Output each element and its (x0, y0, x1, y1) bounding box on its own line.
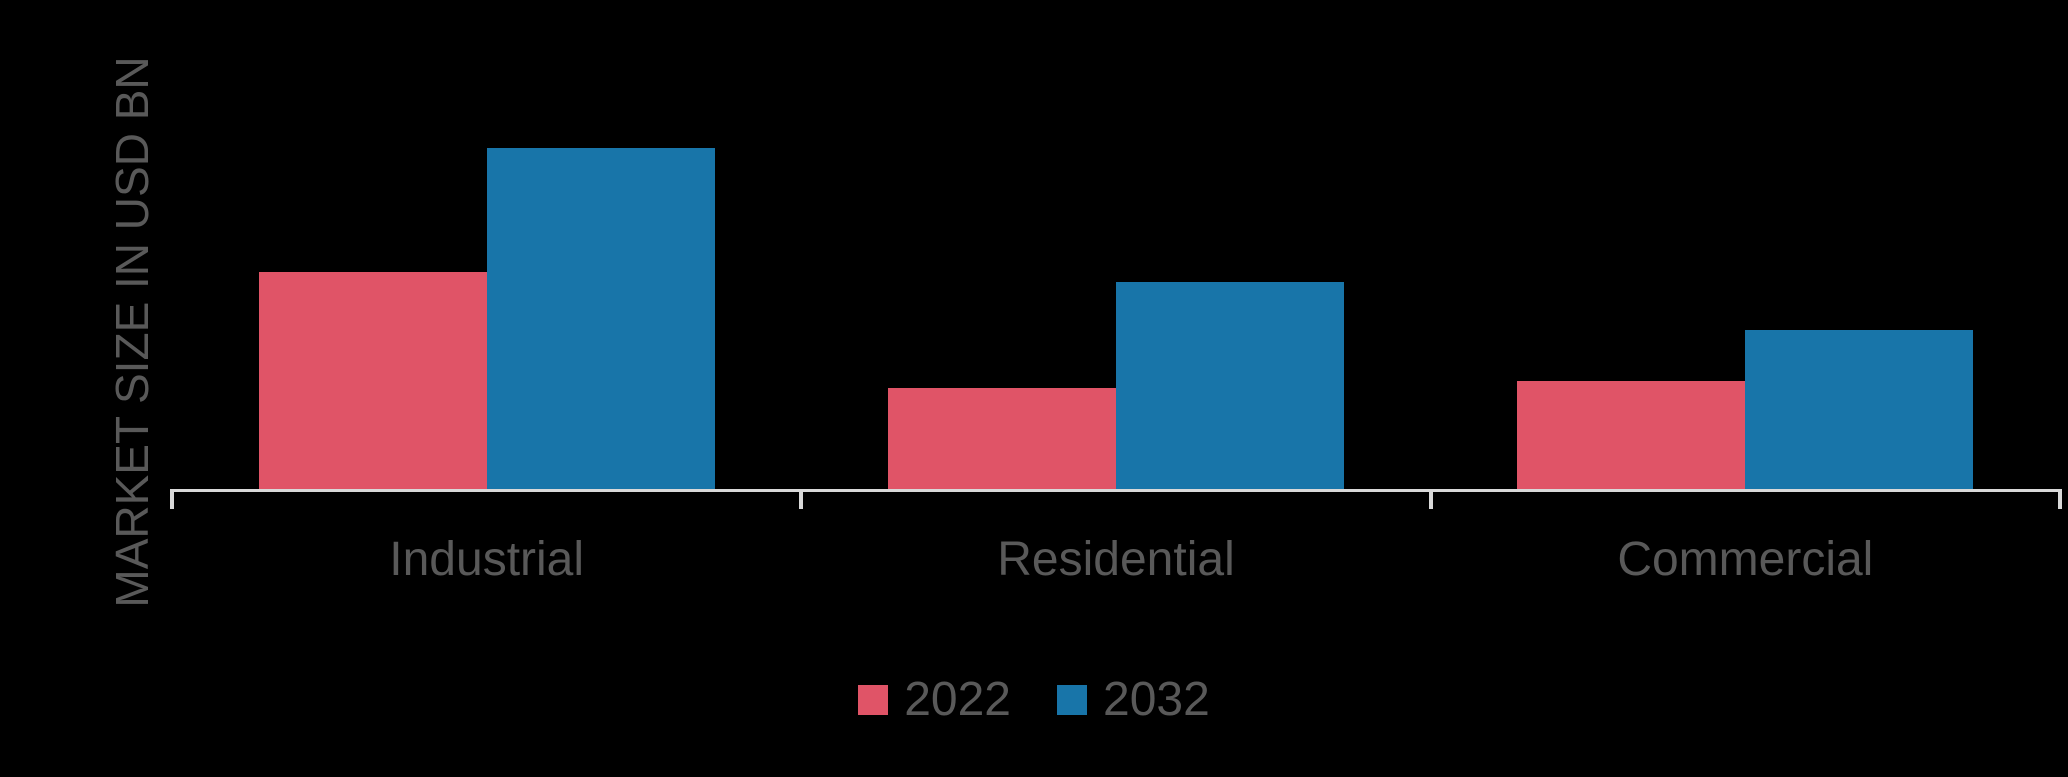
legend: 2022 2032 (0, 676, 2068, 724)
bar-residential-2032 (1116, 282, 1344, 491)
x-axis-line (170, 489, 2062, 492)
bar-industrial-2022 (258, 272, 487, 491)
x-axis-tick (2058, 489, 2062, 509)
bar-industrial-2032 (486, 148, 715, 491)
legend-item-2032: 2032 (1057, 676, 1210, 724)
x-label-industrial: Industrial (389, 533, 585, 586)
bar-commercial-2022 (1517, 381, 1746, 491)
x-label-residential: Residential (997, 533, 1235, 586)
bar-commercial-2032 (1745, 330, 1974, 491)
x-axis-tick (1428, 489, 1433, 509)
legend-swatch-2022 (858, 685, 889, 715)
legend-label-2032: 2032 (1103, 673, 1210, 726)
y-axis-title: MARKET SIZE IN USD BN (106, 56, 158, 608)
x-label-commercial: Commercial (1617, 533, 1874, 586)
x-axis-tick (170, 489, 174, 509)
legend-label-2022: 2022 (904, 673, 1011, 726)
bar-residential-2022 (888, 388, 1116, 491)
legend-swatch-2032 (1057, 685, 1087, 715)
legend-item-2022: 2022 (858, 676, 1011, 724)
x-axis-tick (799, 489, 804, 509)
